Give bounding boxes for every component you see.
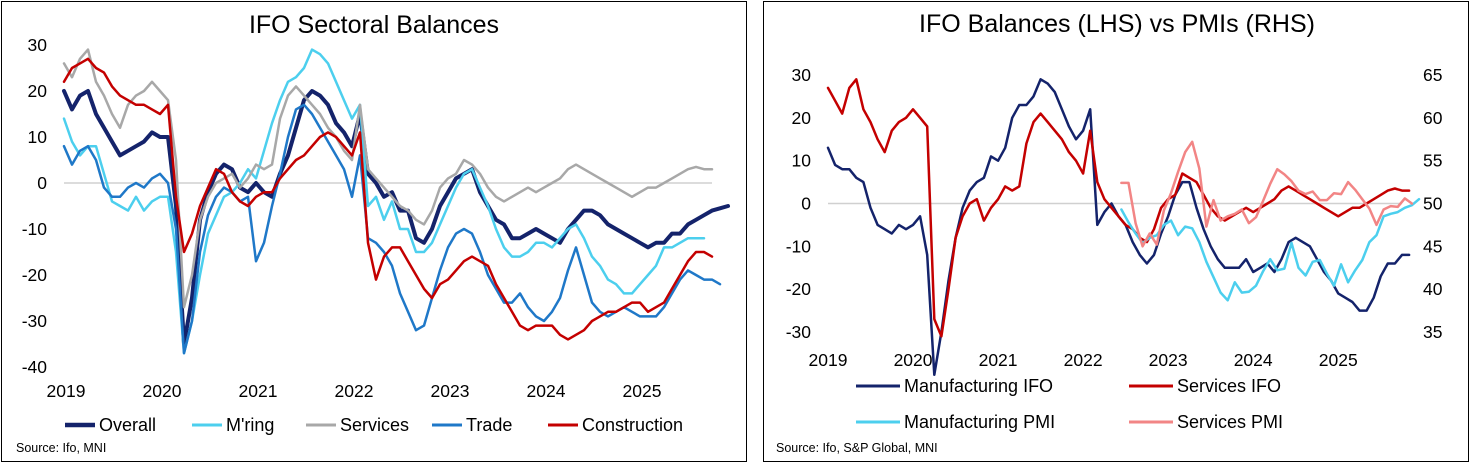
x-tick-label: 2025 [623, 381, 662, 401]
series-line-m-ring [62, 48, 706, 355]
chart-svg-right: IFO Balances (LHS) vs PMIs (RHS) 30 20 10 0 -… [776, 10, 1443, 455]
legend-label-services: Services [340, 415, 409, 435]
x-tick-label: 2019 [47, 381, 86, 401]
x-tick-label: 2023 [1149, 350, 1188, 370]
series-line-trade [62, 103, 722, 355]
chart-panel-ifo-vs-pmi: IFO Balances (LHS) vs PMIs (RHS) 30 20 10 0 -… [763, 1, 1469, 462]
x-tick-label: 2020 [143, 381, 182, 401]
y2-tick-label: 65 [1423, 65, 1442, 85]
legend-label-services-pmi: Services PMI [1177, 412, 1283, 432]
chart-title: IFO Balances (LHS) vs PMIs (RHS) [919, 10, 1315, 38]
y2-tick-label: 60 [1423, 108, 1443, 128]
y-tick-label: 10 [792, 151, 812, 171]
y-tick-label: 30 [792, 65, 812, 85]
y2-tick-label: 45 [1423, 236, 1442, 256]
y-tick-label: -30 [22, 311, 48, 331]
x-tick-label: 2019 [809, 350, 848, 370]
y-tick-label: -10 [22, 219, 48, 239]
legend-label-services-ifo: Services IFO [1177, 376, 1281, 396]
source-note: Source: Ifo, S&P Global, MNI [776, 441, 938, 455]
x-tick-label: 2020 [894, 350, 933, 370]
y-tick-label: 30 [28, 35, 48, 55]
y-tick-label: 0 [801, 194, 811, 214]
legend-label-construction: Construction [582, 415, 683, 435]
x-tick-label: 2025 [1319, 350, 1358, 370]
series-line-manufacturing-pmi [1120, 197, 1421, 302]
y-tick-label: 10 [28, 127, 48, 147]
y-tick-label: 20 [28, 81, 48, 101]
y-tick-label: -20 [786, 279, 812, 299]
series-line-services-ifo [826, 78, 1411, 338]
y-tick-label: -10 [786, 236, 812, 256]
series-line-construction [62, 57, 714, 341]
x-tick-label: 2024 [527, 381, 566, 401]
x-tick-label: 2024 [1234, 350, 1273, 370]
y2-tick-label: 40 [1423, 279, 1443, 299]
y2-tick-label: 55 [1423, 151, 1442, 171]
y-tick-label: 20 [792, 108, 812, 128]
legend-label-trade: Trade [466, 415, 512, 435]
x-tick-label: 2022 [1064, 350, 1103, 370]
x-tick-label: 2021 [239, 381, 278, 401]
legend-label-overall: Overall [99, 415, 156, 435]
y-tick-label: -30 [786, 322, 812, 342]
y2-tick-label: 35 [1423, 322, 1442, 342]
chart-panel-ifo-sectoral-balances: IFO Sectoral Balances 30 20 10 0 -10 -20 -30 -40… [1, 1, 747, 462]
legend-label-m-ring: M'ring [226, 415, 274, 435]
y-tick-label: -40 [22, 357, 48, 377]
y2-tick-label: 50 [1423, 194, 1443, 214]
chart-svg-left: IFO Sectoral Balances 30 20 10 0 -10 -20 -30 -40… [16, 11, 730, 455]
series-line-services-pmi [1120, 140, 1414, 248]
chart-title: IFO Sectoral Balances [249, 11, 499, 39]
legend-label-manufacturing-pmi: Manufacturing PMI [904, 412, 1055, 432]
source-note: Source: Ifo, MNI [16, 441, 106, 455]
x-tick-label: 2022 [335, 381, 374, 401]
series-line-manufacturing-ifo [826, 78, 1411, 377]
series-line-services [62, 48, 714, 309]
y-tick-label: 0 [37, 173, 47, 193]
legend-label-manufacturing-ifo: Manufacturing IFO [904, 376, 1053, 396]
y-tick-label: -20 [22, 265, 48, 285]
x-tick-label: 2023 [431, 381, 470, 401]
x-tick-label: 2021 [979, 350, 1018, 370]
